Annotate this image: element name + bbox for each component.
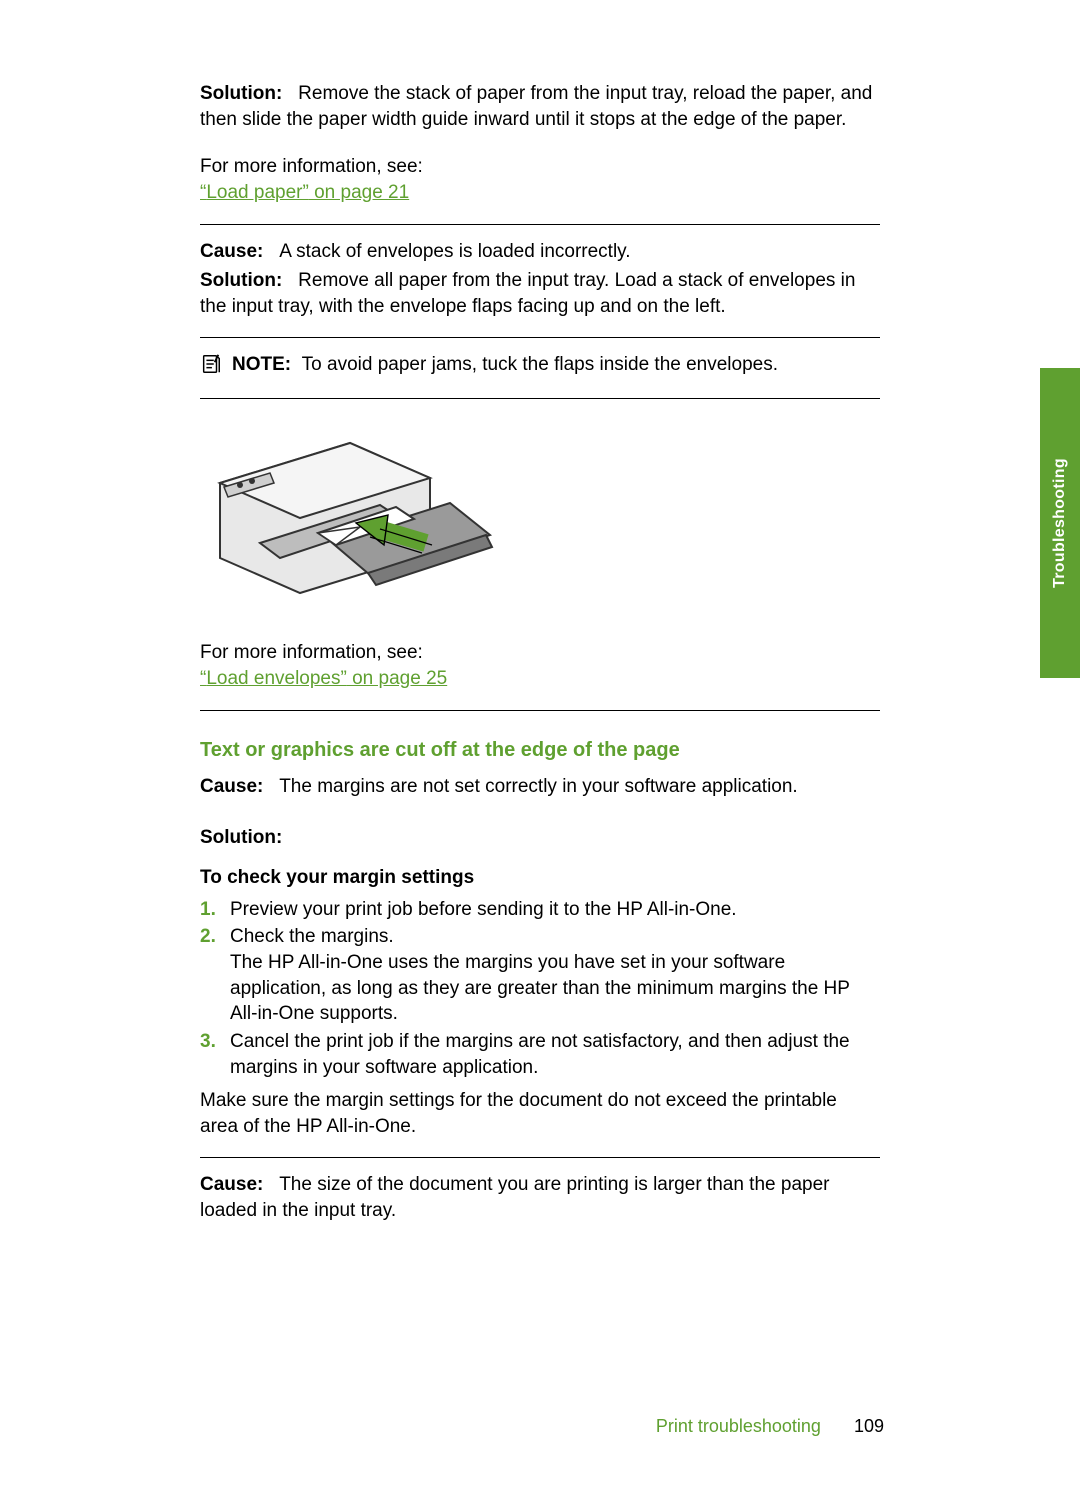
step-2-line1: Check the margins.	[230, 926, 394, 947]
footer-page-number: 109	[854, 1416, 884, 1436]
content-area: Solution: Remove the stack of paper from…	[200, 81, 880, 1228]
section2-cause2-label: Cause:	[200, 1174, 263, 1195]
cause-2-label: Cause:	[200, 241, 263, 262]
printer-illustration	[200, 423, 880, 618]
steps-list: 1. Preview your print job before sending…	[200, 897, 880, 1080]
note-text: NOTE: To avoid paper jams, tuck the flap…	[232, 352, 778, 378]
link-load-paper-text: Load paper	[206, 182, 302, 203]
list-item: 2. Check the margins. The HP All-in-One …	[200, 924, 880, 1027]
solution-1: Solution: Remove the stack of paper from…	[200, 81, 880, 132]
step-text: Preview your print job before sending it…	[230, 897, 880, 923]
more-info-2: For more information, see:	[200, 640, 880, 666]
note-icon	[200, 353, 222, 380]
step-2-extra: The HP All-in-One uses the margins you h…	[230, 952, 850, 1024]
list-item: 1. Preview your print job before sending…	[200, 897, 880, 923]
link-load-envelopes[interactable]: “Load envelopes” on page 25	[200, 666, 880, 692]
after-list-text: Make sure the margin settings for the do…	[200, 1088, 880, 1139]
page: Solution: Remove the stack of paper from…	[0, 0, 1080, 1495]
side-tab-text: Troubleshooting	[1051, 458, 1069, 588]
side-tab: Troubleshooting	[1040, 368, 1080, 678]
section2-cause-label: Cause:	[200, 776, 263, 797]
note-box: NOTE: To avoid paper jams, tuck the flap…	[200, 352, 880, 380]
step-text: Cancel the print job if the margins are …	[230, 1029, 880, 1080]
note-divider-bottom	[200, 398, 880, 399]
note-divider-top	[200, 337, 880, 338]
divider-2	[200, 710, 880, 711]
divider-1	[200, 224, 880, 225]
list-item: 3. Cancel the print job if the margins a…	[200, 1029, 880, 1080]
section2-subheading: To check your margin settings	[200, 865, 880, 891]
solution-1-label: Solution:	[200, 83, 282, 104]
section2-cause2-text: The size of the document you are printin…	[200, 1174, 829, 1221]
note-label: NOTE:	[232, 354, 291, 375]
step-text: Check the margins. The HP All-in-One use…	[230, 924, 880, 1027]
section2-cause2: Cause: The size of the document you are …	[200, 1172, 880, 1223]
section2-cause-text: The margins are not set correctly in you…	[279, 776, 798, 797]
step-number: 2.	[200, 924, 230, 950]
solution-1-text: Remove the stack of paper from the input…	[200, 83, 872, 130]
note-body: To avoid paper jams, tuck the flaps insi…	[302, 354, 778, 375]
cause-2: Cause: A stack of envelopes is loaded in…	[200, 239, 880, 265]
link-load-envelopes-suffix: on page 25	[347, 668, 447, 689]
section-title: Text or graphics are cut off at the edge…	[200, 737, 880, 764]
solution-2-label: Solution:	[200, 270, 282, 291]
section2-solution-label: Solution:	[200, 825, 880, 851]
solution-2: Solution: Remove all paper from the inpu…	[200, 268, 880, 319]
divider-3	[200, 1157, 880, 1158]
more-info-1: For more information, see:	[200, 154, 880, 180]
link-load-paper[interactable]: “Load paper” on page 21	[200, 180, 880, 206]
solution-2-text: Remove all paper from the input tray. Lo…	[200, 270, 855, 317]
link-load-envelopes-text: Load envelopes	[206, 668, 340, 689]
section2-cause: Cause: The margins are not set correctly…	[200, 774, 880, 800]
step-number: 1.	[200, 897, 230, 923]
page-footer: Print troubleshooting 109	[0, 1416, 1080, 1437]
cause-2-text: A stack of envelopes is loaded incorrect…	[279, 241, 630, 262]
link-load-paper-suffix: on page 21	[309, 182, 409, 203]
footer-section: Print troubleshooting	[656, 1416, 821, 1436]
step-number: 3.	[200, 1029, 230, 1055]
